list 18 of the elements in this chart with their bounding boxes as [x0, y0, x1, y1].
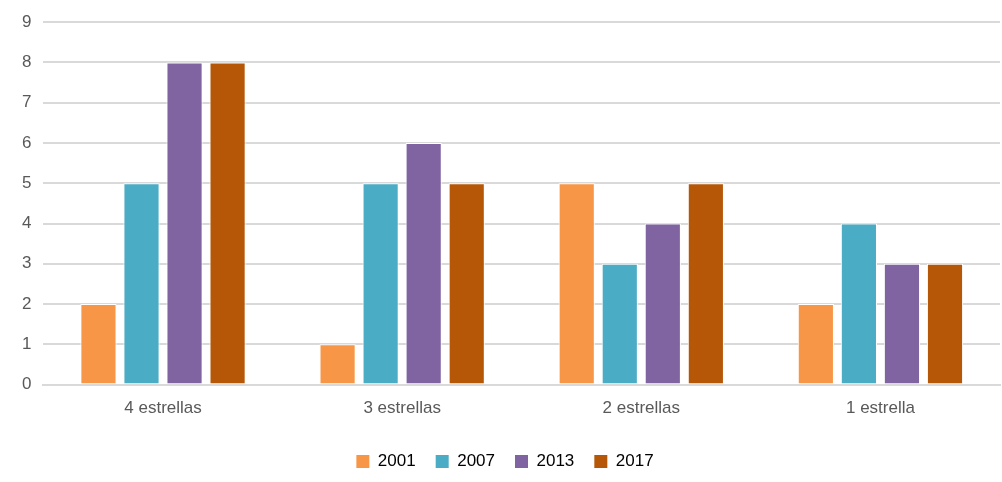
x-tick-label: 1 estrella: [845, 398, 916, 418]
y-tick-label: 0: [21, 374, 32, 394]
legend-label: 2017: [615, 451, 654, 471]
x-tick-label: 2 estrellas: [602, 398, 681, 418]
x-tick-label: 4 estrellas: [124, 398, 202, 418]
legend-label: 2001: [377, 451, 416, 471]
y-tick-label: 9: [21, 11, 32, 31]
y-tick-label: 7: [21, 92, 32, 112]
x-tick-label: 3 estrellas: [363, 398, 441, 418]
y-tick-label: 8: [21, 52, 32, 72]
y-tick-label: 4: [21, 213, 32, 233]
legend-label: 2007: [457, 451, 496, 471]
y-tick-label: 5: [21, 172, 32, 192]
legend-label: 2013: [536, 451, 575, 471]
y-tick-label: 1: [21, 334, 32, 354]
y-tick-label: 3: [21, 253, 32, 273]
y-tick-label: 2: [21, 293, 32, 313]
y-tick-label: 6: [21, 132, 32, 152]
